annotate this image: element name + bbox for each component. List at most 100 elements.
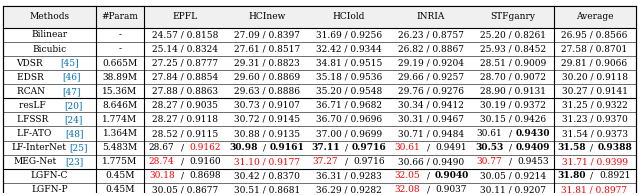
Text: 30.71 / 0.9484: 30.71 / 0.9484 [397, 129, 464, 138]
Text: 1.364M: 1.364M [102, 129, 138, 138]
Text: [48]: [48] [65, 129, 84, 138]
Text: 0.9716: 0.9716 [353, 157, 385, 166]
Text: 27.88 / 0.8863: 27.88 / 0.8863 [152, 87, 218, 96]
Text: 0.9160: 0.9160 [189, 157, 221, 166]
Text: 31.80: 31.80 [557, 171, 586, 180]
Text: HCIold: HCIold [333, 12, 365, 21]
Text: STFganry: STFganry [490, 12, 535, 21]
Text: 0.9162: 0.9162 [190, 143, 221, 152]
Text: 31.10 / 0.9177: 31.10 / 0.9177 [234, 157, 300, 166]
Text: 28.27 / 0.9035: 28.27 / 0.9035 [152, 101, 218, 110]
Bar [3, 6, 636, 28]
Text: 30.73 / 0.9107: 30.73 / 0.9107 [234, 101, 300, 110]
Text: HCInew: HCInew [248, 12, 285, 21]
Text: 31.23 / 0.9370: 31.23 / 0.9370 [562, 115, 627, 124]
Text: 0.9037: 0.9037 [436, 185, 467, 194]
Text: 34.81 / 0.9515: 34.81 / 0.9515 [316, 59, 382, 68]
Text: 28.70 / 0.9072: 28.70 / 0.9072 [479, 73, 546, 82]
Text: 30.11 / 0.9207: 30.11 / 0.9207 [479, 185, 546, 194]
Text: EDSR: EDSR [17, 73, 47, 82]
Text: [25]: [25] [69, 143, 88, 152]
Text: 35.18 / 0.9536: 35.18 / 0.9536 [316, 73, 382, 82]
Text: 30.61: 30.61 [477, 129, 502, 138]
Text: 37.11: 37.11 [311, 143, 340, 152]
Text: 0.665M: 0.665M [102, 59, 138, 68]
Text: [46]: [46] [62, 73, 81, 82]
Text: /: / [263, 143, 266, 152]
Text: 30.42 / 0.8370: 30.42 / 0.8370 [234, 171, 300, 180]
Text: 26.23 / 0.8757: 26.23 / 0.8757 [397, 30, 464, 40]
Text: 37.27: 37.27 [313, 157, 339, 166]
Text: /: / [509, 157, 511, 166]
Text: 27.84 / 0.8854: 27.84 / 0.8854 [152, 73, 218, 82]
Text: 0.9491: 0.9491 [435, 143, 467, 152]
Text: 0.9409: 0.9409 [516, 143, 550, 152]
Text: /: / [181, 157, 184, 166]
Text: 0.9453: 0.9453 [517, 157, 549, 166]
Text: /: / [509, 143, 511, 152]
Text: 25.93 / 0.8452: 25.93 / 0.8452 [479, 45, 546, 54]
Text: -: - [118, 45, 122, 54]
Text: [47]: [47] [62, 87, 81, 96]
Text: Methods: Methods [29, 12, 70, 21]
Text: /: / [591, 171, 593, 180]
Text: 30.05 / 0.8677: 30.05 / 0.8677 [152, 185, 218, 194]
Text: MEG-Net: MEG-Net [13, 157, 57, 166]
Text: #Param: #Param [102, 12, 138, 21]
Text: 36.29 / 0.9282: 36.29 / 0.9282 [316, 185, 381, 194]
Text: LF-InterNet: LF-InterNet [12, 143, 67, 152]
Text: 29.31 / 0.8823: 29.31 / 0.8823 [234, 59, 300, 68]
Text: 27.09 / 0.8397: 27.09 / 0.8397 [234, 30, 300, 40]
Text: 30.19 / 0.9372: 30.19 / 0.9372 [480, 101, 545, 110]
Text: 30.88 / 0.9135: 30.88 / 0.9135 [234, 129, 300, 138]
Text: [24]: [24] [64, 115, 83, 124]
Text: 35.20 / 0.9548: 35.20 / 0.9548 [316, 87, 382, 96]
Text: /: / [509, 129, 511, 138]
Text: 31.54 / 0.9373: 31.54 / 0.9373 [561, 129, 628, 138]
Text: 30.72 / 0.9145: 30.72 / 0.9145 [234, 115, 300, 124]
Text: 30.15 / 0.9426: 30.15 / 0.9426 [479, 115, 546, 124]
Text: LGFN-C: LGFN-C [31, 171, 68, 180]
Text: 30.51 / 0.8681: 30.51 / 0.8681 [234, 185, 300, 194]
Text: 29.76 / 0.9276: 29.76 / 0.9276 [397, 87, 464, 96]
Text: 30.27 / 0.9141: 30.27 / 0.9141 [561, 87, 628, 96]
Text: 0.8921: 0.8921 [600, 171, 631, 180]
Text: /: / [427, 143, 429, 152]
Text: 32.42 / 0.9344: 32.42 / 0.9344 [316, 45, 381, 54]
Text: 27.58 / 0.8701: 27.58 / 0.8701 [561, 45, 628, 54]
Text: EPFL: EPFL [172, 12, 198, 21]
Text: 27.61 / 0.8517: 27.61 / 0.8517 [234, 45, 300, 54]
Text: 30.31 / 0.9467: 30.31 / 0.9467 [397, 115, 464, 124]
Text: 31.58: 31.58 [557, 143, 586, 152]
Text: 0.45M: 0.45M [105, 171, 135, 180]
Text: resLF: resLF [19, 101, 49, 110]
Text: LGFN-P: LGFN-P [31, 185, 68, 194]
Text: 38.89M: 38.89M [102, 73, 138, 82]
Text: 0.9040: 0.9040 [434, 171, 468, 180]
Text: 30.20 / 0.9118: 30.20 / 0.9118 [561, 73, 628, 82]
Text: 30.77: 30.77 [477, 157, 502, 166]
Text: /: / [427, 185, 429, 194]
Text: 27.25 / 0.8777: 27.25 / 0.8777 [152, 59, 218, 68]
Text: 30.34 / 0.9412: 30.34 / 0.9412 [398, 101, 463, 110]
Text: RCAN: RCAN [17, 87, 47, 96]
Text: 28.67: 28.67 [149, 143, 175, 152]
Text: 31.25 / 0.9322: 31.25 / 0.9322 [562, 101, 627, 110]
Text: Bicubic: Bicubic [33, 45, 67, 54]
Text: 0.9161: 0.9161 [270, 143, 305, 152]
Text: 36.31 / 0.9283: 36.31 / 0.9283 [316, 171, 381, 180]
Text: 28.51 / 0.9009: 28.51 / 0.9009 [479, 59, 546, 68]
Text: Bilinear: Bilinear [31, 30, 68, 40]
Text: 30.66 / 0.9490: 30.66 / 0.9490 [397, 157, 464, 166]
Text: /: / [181, 143, 184, 152]
Text: 29.60 / 0.8869: 29.60 / 0.8869 [234, 73, 300, 82]
Text: 26.95 / 0.8566: 26.95 / 0.8566 [561, 30, 628, 40]
Text: 28.27 / 0.9118: 28.27 / 0.9118 [152, 115, 218, 124]
Text: 1.775M: 1.775M [102, 157, 138, 166]
Text: 30.98: 30.98 [230, 143, 258, 152]
Text: 29.19 / 0.9204: 29.19 / 0.9204 [397, 59, 464, 68]
Text: LFSSR: LFSSR [17, 115, 51, 124]
Text: 0.45M: 0.45M [105, 185, 135, 194]
Text: 0.9716: 0.9716 [352, 143, 387, 152]
Text: 30.61: 30.61 [395, 143, 420, 152]
